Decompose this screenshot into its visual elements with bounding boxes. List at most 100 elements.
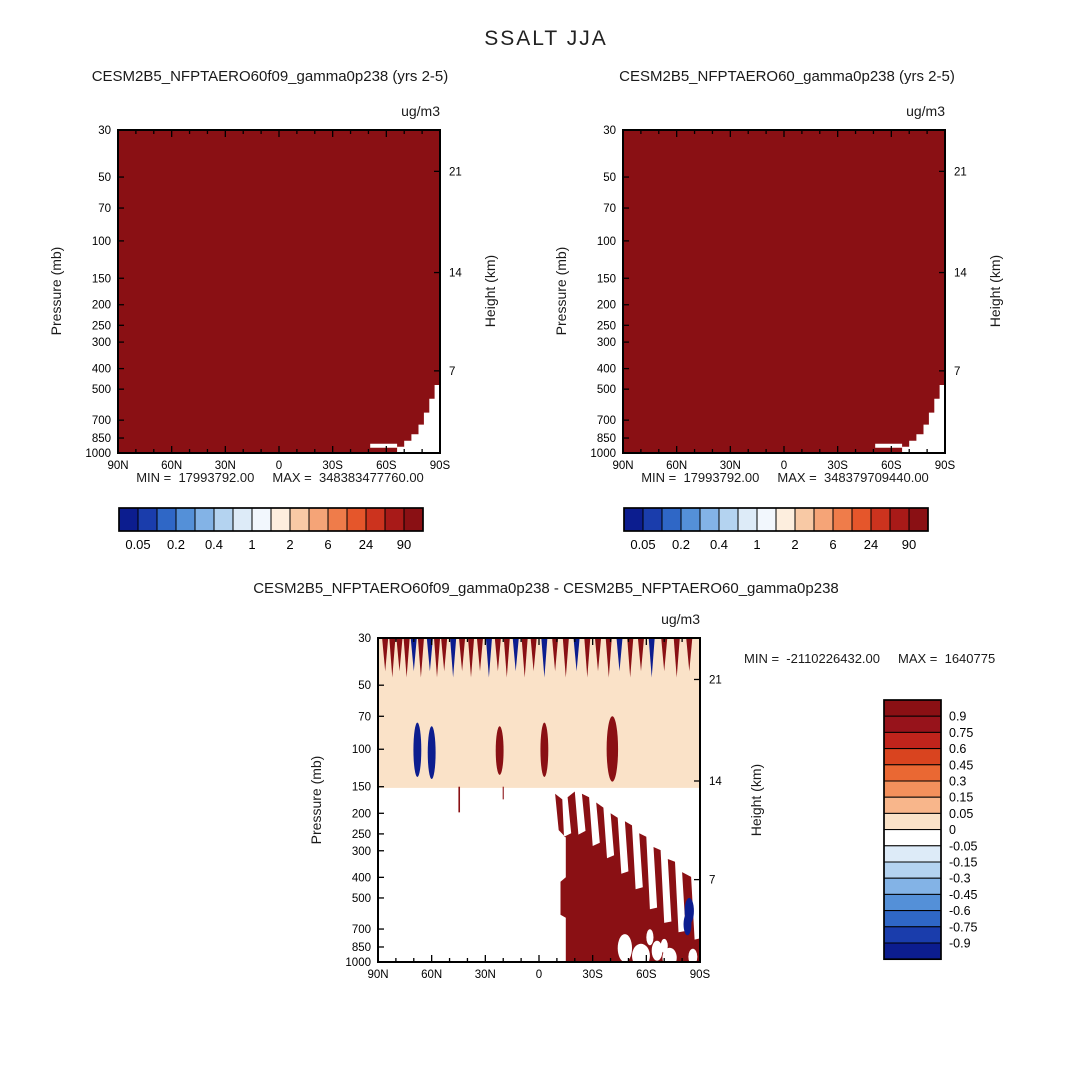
- colorbar-cell: [851, 507, 872, 532]
- contour-field-saturated: [623, 130, 945, 453]
- colorbar-tick-label: 6: [829, 537, 836, 552]
- colorbar-cell: [883, 877, 942, 895]
- colorbar-tick-label: -0.45: [949, 888, 978, 902]
- height-tick-label: 7: [449, 366, 455, 378]
- colorbar-tick-label: 1: [248, 537, 255, 552]
- near-zero-cell: [688, 948, 698, 965]
- colorbar-tick-label: -0.05: [949, 839, 978, 853]
- colorbar-cell: [883, 731, 942, 750]
- plot-frame: [622, 129, 946, 454]
- top-edge-spike: [476, 638, 483, 672]
- pressure-tick-label: 400: [92, 364, 111, 376]
- colorbar-cell: [661, 507, 682, 532]
- units-label-b: ug/m3: [906, 103, 945, 119]
- colorbar-tick-label: 0: [949, 823, 956, 837]
- top-edge-spike: [468, 638, 475, 678]
- pressure-tick-label: 50: [98, 172, 111, 184]
- pressure-tick-label: 700: [92, 415, 111, 427]
- colorbar-tick-label: 0.05: [125, 537, 150, 552]
- top-edge-spike: [403, 638, 410, 678]
- panel-b-title: CESM2B5_NFPTAERO60_gamma0p238 (yrs 2-5): [619, 68, 955, 85]
- near-zero-cell: [660, 938, 668, 953]
- lat-tick-label: 60N: [421, 969, 442, 981]
- mid-level-cell: [495, 726, 504, 775]
- min-value-a: MIN = 17993792.00: [136, 470, 255, 485]
- top-edge-spike: [673, 638, 680, 678]
- colorbar-tick-label: -0.6: [949, 904, 971, 918]
- colorbar-tick-label: 0.4: [710, 537, 728, 552]
- lat-tick-label: 0: [781, 460, 787, 472]
- colorbar-cell: [289, 507, 310, 532]
- colorbar-tick-label: 0.05: [949, 807, 973, 821]
- colorbar-cell: [384, 507, 405, 532]
- top-edge-spike: [616, 638, 623, 672]
- colorbar-tick-label: -0.75: [949, 920, 978, 934]
- top-edge-spike: [410, 638, 417, 672]
- colorbar-cell: [794, 507, 815, 532]
- colorbar-cell: [251, 507, 272, 532]
- units-label-diff: ug/m3: [661, 611, 700, 627]
- colorbar-tick-label: -0.15: [949, 856, 978, 870]
- near-zero-cell: [617, 934, 633, 963]
- colorbar-tick-label: 0.75: [949, 726, 973, 740]
- pressure-tick-label: 850: [92, 433, 111, 445]
- colorbar-cell: [623, 507, 644, 532]
- pressure-tick-label: 500: [597, 384, 616, 396]
- colorbar-cell: [813, 507, 834, 532]
- lat-tick-label: 90N: [367, 969, 388, 981]
- colorbar-cell: [883, 926, 942, 944]
- colorbar-tick-label: 0.2: [167, 537, 185, 552]
- pressure-tick-label: 100: [92, 236, 111, 248]
- lat-tick-label: 60S: [881, 460, 902, 472]
- colorbar-cell: [883, 893, 942, 912]
- colorbar-tick-label: 0.4: [205, 537, 223, 552]
- colorbar-tick-label: 0.05: [630, 537, 655, 552]
- colorbar-tick-label: 0.45: [949, 758, 973, 772]
- height-tick-label: 14: [449, 268, 462, 280]
- colorbar-tick-label: -0.9: [949, 937, 971, 951]
- pressure-tick-label: 200: [597, 300, 616, 312]
- colorbar-tick-label: 24: [359, 537, 373, 552]
- pressure-tick-label: 30: [98, 125, 111, 137]
- pressure-tick-label: 70: [358, 711, 371, 723]
- colorbar-tick-label: 2: [286, 537, 293, 552]
- colorbar-tick-label: 6: [324, 537, 331, 552]
- pressure-tick-label: 70: [603, 203, 616, 215]
- plot-frame: [117, 129, 441, 454]
- lat-tick-label: 90N: [107, 460, 128, 472]
- top-edge-spike: [382, 638, 389, 672]
- lat-tick-label: 90N: [612, 460, 633, 472]
- top-edge-spike: [459, 638, 466, 672]
- mid-level-cell: [540, 722, 549, 777]
- pressure-tick-label: 30: [603, 125, 616, 137]
- colorbar-cell: [403, 507, 424, 532]
- colorbar-cell: [889, 507, 910, 532]
- top-edge-spike: [562, 638, 569, 678]
- near-zero-cell: [646, 929, 654, 946]
- colorbar-cell: [832, 507, 853, 532]
- top-edge-spike: [573, 638, 580, 672]
- top-edge-spike: [494, 638, 501, 672]
- colorbar-cell: [175, 507, 196, 532]
- colorbar-cell: [365, 507, 386, 532]
- top-edge-spike: [530, 638, 537, 672]
- colorbar-cell: [327, 507, 348, 532]
- colorbar-cell: [270, 507, 291, 532]
- near-zero-cell: [632, 943, 650, 968]
- pressure-tick-label: 500: [92, 384, 111, 396]
- colorbar-tick-label: 90: [902, 537, 916, 552]
- top-edge-spike: [605, 638, 612, 678]
- colorbar-cell: [883, 764, 942, 782]
- height-tick-label: 21: [709, 674, 722, 686]
- colorbar-cell: [883, 829, 942, 847]
- colorbar-cell: [883, 699, 942, 717]
- top-edge-spike: [450, 638, 457, 678]
- pressure-tick-label: 300: [352, 846, 371, 858]
- height-tick-label: 14: [954, 268, 967, 280]
- panel-diff-title: CESM2B5_NFPTAERO60f09_gamma0p238 - CESM2…: [253, 580, 839, 597]
- lat-tick-label: 30S: [582, 969, 603, 981]
- pressure-tick-label: 150: [597, 273, 616, 285]
- top-edge-spike: [426, 638, 433, 672]
